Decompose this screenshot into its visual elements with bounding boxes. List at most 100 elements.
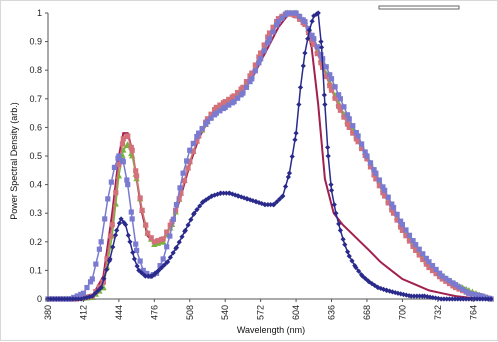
data-point [362, 149, 368, 155]
data-point [437, 270, 443, 276]
data-point [289, 153, 295, 160]
data-point [384, 287, 390, 294]
data-point [136, 267, 142, 273]
data-point [53, 296, 59, 302]
data-point [446, 296, 453, 302]
data-point [372, 282, 378, 289]
data-point [382, 187, 388, 193]
data-point [134, 263, 140, 269]
data-point [323, 64, 329, 70]
data-point [297, 84, 304, 90]
data-point [390, 210, 397, 216]
data-point [93, 288, 99, 295]
data-point [463, 296, 469, 302]
data-point [184, 158, 190, 164]
x-tick-label: 636 [327, 305, 337, 320]
data-point [266, 30, 273, 36]
data-point [98, 239, 104, 245]
data-point [344, 121, 351, 127]
data-point [355, 139, 361, 145]
data-point [325, 144, 331, 151]
data-point [129, 147, 135, 153]
x-tick-label: 476 [149, 305, 159, 320]
data-point [111, 164, 118, 171]
x-tick-label: 604 [291, 305, 301, 320]
data-point [107, 256, 113, 262]
data-point [302, 21, 308, 28]
data-point [86, 294, 93, 300]
data-point [463, 288, 469, 295]
data-point [78, 291, 84, 298]
data-point [101, 276, 107, 282]
data-point [134, 173, 140, 179]
data-point [89, 276, 95, 282]
data-point [352, 263, 358, 269]
data-point [443, 278, 449, 284]
data-point [341, 104, 347, 110]
data-point [318, 44, 325, 50]
data-point [252, 68, 258, 74]
data-point [137, 258, 143, 264]
data-point [89, 293, 95, 299]
x-tick-label: 572 [256, 305, 266, 320]
data-point [476, 292, 483, 299]
data-point [104, 267, 110, 273]
data-point [421, 293, 428, 299]
data-point [292, 137, 298, 143]
data-point [213, 110, 219, 116]
data-point [182, 227, 188, 233]
data-point [416, 246, 422, 252]
data-point [128, 144, 134, 151]
data-point [96, 246, 102, 252]
data-point [177, 185, 183, 191]
data-point [196, 130, 202, 136]
data-point [376, 183, 382, 189]
data-point [164, 244, 170, 250]
data-point [337, 107, 343, 113]
data-point [297, 16, 303, 22]
data-point [322, 101, 328, 108]
data-point [414, 293, 420, 299]
data-point [223, 190, 229, 196]
data-point [350, 123, 356, 129]
data-point [116, 220, 123, 226]
data-point [114, 227, 120, 233]
data-point [194, 133, 200, 140]
data-point [73, 296, 79, 302]
data-point [167, 233, 173, 239]
data-point [389, 201, 395, 207]
data-point [443, 275, 449, 282]
data-point [480, 296, 486, 302]
data-point [353, 264, 359, 271]
data-point [367, 160, 374, 166]
data-point [48, 296, 54, 302]
data-point [305, 36, 311, 42]
data-point [112, 232, 119, 238]
data-point [302, 50, 308, 56]
data-point [122, 222, 129, 228]
data-point [342, 242, 348, 248]
data-point [95, 288, 101, 294]
data-point [398, 291, 404, 297]
data-point [148, 235, 154, 241]
data-point [252, 62, 258, 68]
data-point [429, 263, 436, 269]
data-point [84, 284, 90, 291]
data-point [231, 93, 237, 99]
data-point [367, 164, 374, 170]
data-point [104, 256, 110, 262]
data-point [265, 40, 271, 46]
data-point [350, 130, 356, 136]
x-tick-label: 732 [433, 305, 443, 320]
data-point [190, 140, 196, 147]
data-point [194, 138, 200, 144]
data-point [124, 177, 130, 183]
data-point [466, 290, 472, 296]
x-tick-label: 444 [114, 305, 124, 320]
data-point [266, 36, 273, 42]
data-point [137, 195, 143, 201]
data-point [231, 99, 237, 105]
data-point [261, 42, 267, 48]
data-point [450, 283, 456, 289]
